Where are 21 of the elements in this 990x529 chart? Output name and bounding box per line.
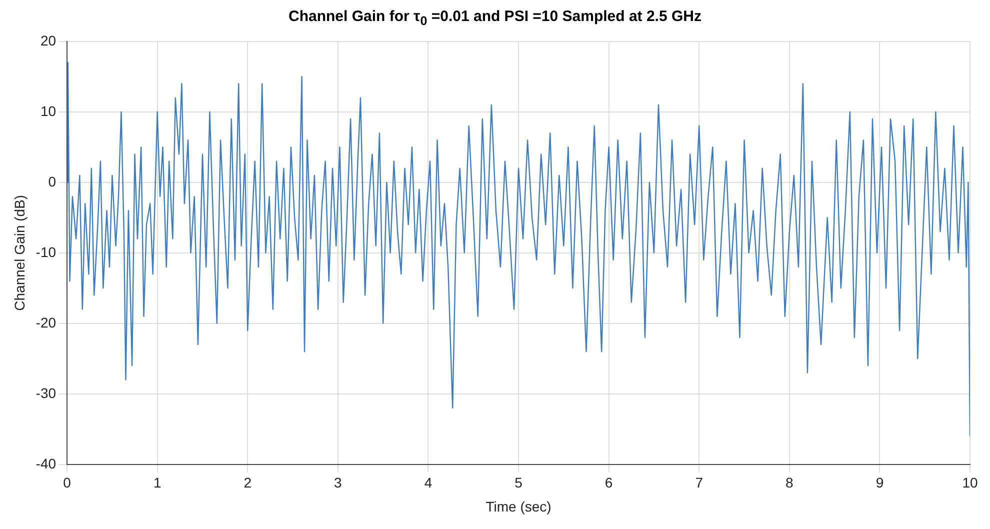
x-tick-label: 5: [514, 474, 523, 491]
chart-title: Channel Gain for τ$_{0}$ =0.01 and PSI =10 Sampled at 2.5 GHz: [288, 8, 702, 30]
x-tick-label: 10: [962, 474, 978, 491]
y-tick-label: -40: [36, 455, 56, 472]
x-tick-label: 9: [876, 474, 884, 491]
x-tick-label: 2: [244, 474, 252, 491]
x-tick-label: 8: [786, 474, 794, 491]
x-tick-label: 3: [334, 474, 342, 491]
x-axis-title: Time (sec): [486, 498, 552, 514]
y-tick-label: -10: [36, 244, 56, 260]
y-tick-label: -30: [36, 384, 56, 401]
x-tick-label: 7: [695, 474, 704, 491]
y-tick-label: 0: [48, 173, 56, 190]
y-axis-title: Channel Gain (dB): [11, 194, 28, 311]
x-tick-label: 4: [424, 474, 432, 491]
y-tick-label: -20: [36, 314, 56, 330]
y-tick-label: 10: [40, 102, 56, 119]
x-tick-label: 6: [604, 474, 613, 491]
x-tick-label: 0: [63, 474, 72, 491]
x-tick-label: 1: [153, 474, 162, 491]
y-tick-label: 20: [40, 32, 56, 48]
